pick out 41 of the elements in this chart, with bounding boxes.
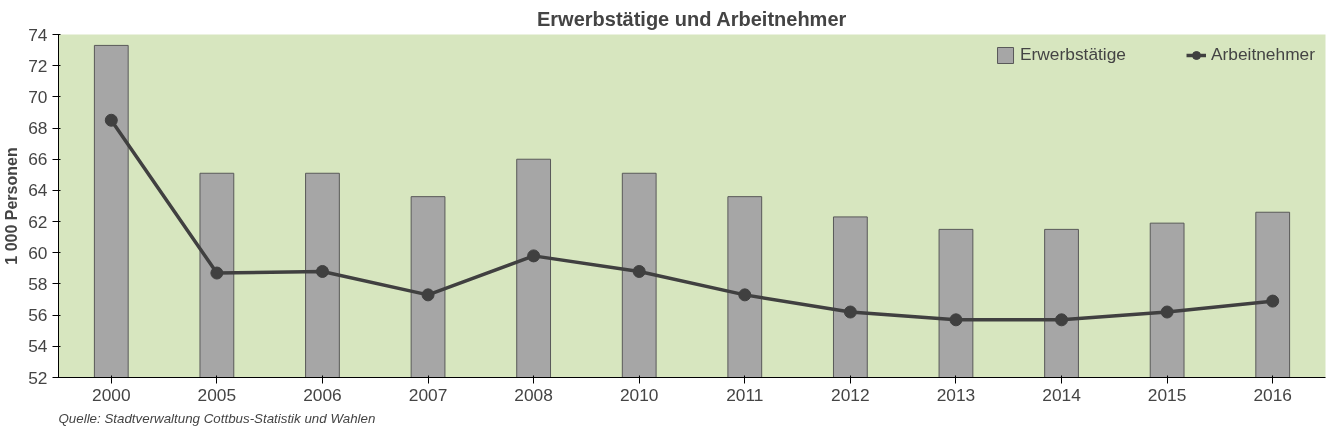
point	[632, 264, 646, 278]
x-tick-label: 2008	[514, 384, 553, 405]
y-tick-label: 70	[28, 86, 48, 107]
x-tick-label: 2012	[831, 384, 870, 405]
x-tick-label: 2015	[1147, 384, 1187, 405]
point	[315, 264, 329, 278]
y-tick-label: 72	[28, 55, 48, 76]
x-tick-label: 2014	[1042, 384, 1082, 405]
y-tick-label: 60	[28, 242, 48, 263]
y-tick-label: 74	[28, 24, 48, 45]
y-tick-label: 62	[28, 211, 48, 232]
point	[738, 288, 752, 302]
legend-label: Erwerbstätige	[1020, 44, 1126, 65]
y-tick-label: 58	[28, 273, 48, 294]
x-tick-label: 2006	[303, 384, 342, 405]
y-tick-label: 54	[28, 336, 48, 357]
point	[421, 288, 435, 302]
y-axis-title: 1 000 Personen	[3, 147, 21, 265]
x-tick-label: 2013	[936, 384, 976, 405]
point	[1160, 305, 1174, 319]
point	[1055, 313, 1069, 327]
point	[949, 313, 963, 327]
y-tick-label: 64	[28, 180, 48, 201]
y-tick-label: 56	[28, 305, 48, 326]
y-tick-label: 66	[28, 149, 48, 170]
point	[210, 266, 224, 280]
x-tick-label: 2007	[408, 384, 448, 405]
x-tick-label: 2000	[92, 384, 131, 405]
x-tick-label: 2005	[197, 384, 237, 405]
y-tick-label: 52	[28, 367, 48, 388]
point	[527, 249, 541, 263]
point	[1266, 294, 1280, 308]
legend-label: Arbeitnehmer	[1210, 44, 1315, 65]
x-tick-label: 2011	[726, 384, 764, 405]
x-tick-label: 2010	[619, 384, 659, 405]
x-tick-label: 2016	[1253, 384, 1292, 405]
source-note: Quelle: Stadtverwaltung Cottbus-Statistik und Wahlen	[58, 410, 376, 426]
y-tick-label: 68	[28, 118, 48, 139]
chart-title: Erwerbstätige und Arbeitnehmer	[536, 7, 847, 30]
point	[104, 113, 118, 127]
point	[843, 305, 857, 319]
